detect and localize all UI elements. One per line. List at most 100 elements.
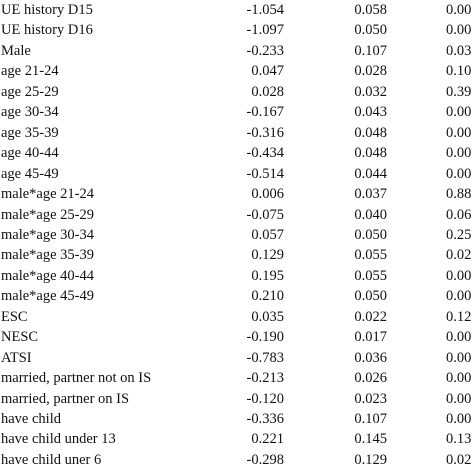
table-row: have child -0.336 0.107 0.00 <box>0 409 474 430</box>
p-value: 0.02 <box>446 247 472 264</box>
standard-error-value: 0.055 <box>354 267 387 284</box>
table-row: ATSI -0.783 0.036 0.00 <box>0 348 474 369</box>
table-row: Male -0.233 0.107 0.03 <box>0 41 474 62</box>
p-value: 0.00 <box>446 390 472 407</box>
variable-label: UE history D16 <box>1 22 93 39</box>
coefficient-value: 0.006 <box>251 186 284 203</box>
variable-label: have child <box>1 411 61 427</box>
table-row: married, partner not on IS -0.213 0.026 0.0… <box>0 368 474 389</box>
p-value: 0.25 <box>446 226 472 243</box>
variable-label: age 21-24 <box>1 63 59 80</box>
standard-error-value: 0.028 <box>354 63 387 80</box>
coefficient-value: -0.316 <box>246 124 284 141</box>
p-value: 0.00 <box>446 165 472 182</box>
coefficient-value: 0.129 <box>251 247 284 264</box>
standard-error-value: 0.125 <box>354 470 387 474</box>
table-row: age 30-34 -0.167 0.043 0.00 <box>0 102 474 123</box>
p-value: 0.39 <box>446 83 472 100</box>
coefficient-value: -0.167 <box>246 104 284 121</box>
standard-error-value: 0.055 <box>354 247 387 264</box>
p-value: 0.00 <box>446 104 472 121</box>
coefficient-value: -0.434 <box>246 145 284 162</box>
coefficient-value: -0.233 <box>246 42 284 59</box>
table-row: male*have child 0.346 0.125 0.00 <box>0 470 474 474</box>
coefficient-value: 0.047 <box>251 63 284 80</box>
coefficient-value: 0.210 <box>251 288 284 305</box>
standard-error-value: 0.050 <box>354 226 387 243</box>
table-row: UE history D16 -1.097 0.050 0.00 <box>0 20 474 41</box>
standard-error-value: 0.037 <box>354 186 387 203</box>
p-value: 0.00 <box>446 370 472 387</box>
coefficient-value: -0.336 <box>246 411 284 427</box>
standard-error-value: 0.058 <box>354 2 387 18</box>
table-row: age 45-49 -0.514 0.044 0.00 <box>0 164 474 185</box>
p-value: 0.88 <box>446 186 472 203</box>
variable-label: have child under 13 <box>1 431 116 448</box>
coefficient-value: -0.783 <box>246 349 284 366</box>
table-row: age 25-29 0.028 0.032 0.39 <box>0 82 474 103</box>
table-row: age 21-24 0.047 0.028 0.10 <box>0 61 474 82</box>
standard-error-value: 0.107 <box>354 42 387 59</box>
p-value: 0.03 <box>446 42 472 59</box>
variable-label: ATSI <box>1 349 32 366</box>
variable-label: male*age 35-39 <box>1 247 95 264</box>
variable-label: male*age 25-29 <box>1 206 95 223</box>
coefficient-value: -1.054 <box>246 2 284 18</box>
standard-error-value: 0.107 <box>354 411 387 427</box>
variable-label: married, partner on IS <box>1 390 130 407</box>
table-row: married, partner on IS -0.120 0.023 0.00 <box>0 389 474 410</box>
table-row: male*age 21-24 0.006 0.037 0.88 <box>0 184 474 205</box>
coefficient-value: -0.298 <box>246 451 284 468</box>
table-row: male*age 35-39 0.129 0.055 0.02 <box>0 245 474 266</box>
table-row: UE history D15 -1.054 0.058 0.00 <box>0 0 474 21</box>
variable-label: NESC <box>1 329 39 346</box>
table-row: have child under 13 0.221 0.145 0.13 <box>0 429 474 450</box>
variable-label: male*have child <box>1 470 96 474</box>
p-value: 0.00 <box>446 2 472 18</box>
table-row: male*age 45-49 0.210 0.050 0.00 <box>0 286 474 307</box>
variable-label: UE history D15 <box>1 2 93 18</box>
variable-label: age 25-29 <box>1 83 59 100</box>
standard-error-value: 0.050 <box>354 288 387 305</box>
coefficient-value: 0.035 <box>251 308 284 325</box>
variable-label: Male <box>1 42 31 59</box>
standard-error-value: 0.145 <box>354 431 387 448</box>
table-row: male*age 30-34 0.057 0.050 0.25 <box>0 225 474 246</box>
table-row: NESC -0.190 0.017 0.00 <box>0 327 474 348</box>
p-value: 0.00 <box>446 124 472 141</box>
standard-error-value: 0.032 <box>354 83 387 100</box>
table-row: age 35-39 -0.316 0.048 0.00 <box>0 123 474 144</box>
table-row: male*age 25-29 -0.075 0.040 0.06 <box>0 205 474 226</box>
coefficient-value: 0.346 <box>251 470 284 474</box>
coefficient-value: -0.514 <box>246 165 284 182</box>
variable-label: age 35-39 <box>1 124 59 141</box>
coefficient-value: 0.195 <box>251 267 284 284</box>
variable-label: male*age 40-44 <box>1 267 95 284</box>
standard-error-value: 0.043 <box>354 104 387 121</box>
p-value: 0.00 <box>446 145 472 162</box>
p-value: 0.00 <box>446 470 471 474</box>
p-value: 0.00 <box>446 288 472 305</box>
standard-error-value: 0.044 <box>354 165 387 182</box>
variable-label: male*age 30-34 <box>1 226 95 243</box>
p-value: 0.06 <box>446 206 472 223</box>
p-value: 0.02 <box>446 451 472 468</box>
standard-error-value: 0.048 <box>354 145 387 162</box>
table-row: ESC 0.035 0.022 0.12 <box>0 307 474 328</box>
variable-label: male*age 21-24 <box>1 186 95 203</box>
coefficient-value: -0.120 <box>246 390 284 407</box>
standard-error-value: 0.023 <box>354 390 387 407</box>
standard-error-value: 0.026 <box>354 370 387 387</box>
p-value: 0.10 <box>446 63 472 80</box>
coefficient-value: -0.213 <box>246 370 284 387</box>
p-value: 0.00 <box>446 329 472 346</box>
standard-error-value: 0.017 <box>354 329 387 346</box>
standard-error-value: 0.050 <box>354 22 387 39</box>
coefficient-value: 0.221 <box>251 431 284 448</box>
coefficient-value: 0.057 <box>251 226 284 243</box>
variable-label: age 30-34 <box>1 104 59 121</box>
variable-label: age 40-44 <box>1 145 59 162</box>
standard-error-value: 0.040 <box>354 206 387 223</box>
table-row: age 40-44 -0.434 0.048 0.00 <box>0 143 474 164</box>
